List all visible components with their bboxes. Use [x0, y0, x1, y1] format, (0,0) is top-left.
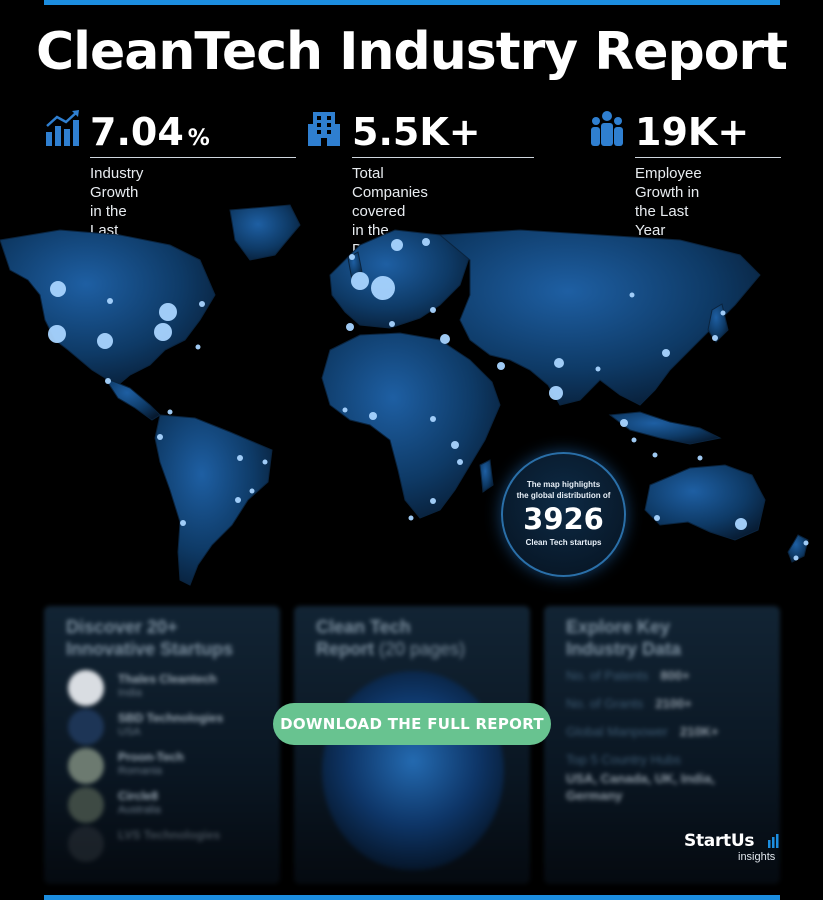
startup-dot [595, 366, 601, 372]
startup-dot [349, 254, 355, 260]
startup-dot [629, 292, 635, 298]
startup-count-badge: The map highlights the global distributi… [501, 452, 626, 577]
startup-dot [105, 378, 111, 384]
startup-dot [652, 452, 658, 458]
stat-value: 7.04% [90, 110, 210, 154]
startup-dot [803, 540, 809, 546]
card-title: Discover 20+ Innovative Startups [66, 617, 234, 659]
startup-dot [48, 325, 66, 343]
data-row: No. of Patents 800+ [566, 668, 690, 683]
startups-card: Discover 20+ Innovative Startups Thales … [44, 606, 280, 884]
startup-dot [157, 434, 163, 440]
startup-dot [422, 238, 430, 246]
growth-chart-icon [44, 110, 80, 148]
north-america [0, 229, 216, 386]
startup-dot [430, 307, 436, 313]
startup-dot [389, 321, 395, 327]
africa [321, 332, 501, 519]
startup-dot [195, 344, 201, 350]
startup-dot [235, 497, 241, 503]
startup-dot [342, 407, 348, 413]
badge-number: 3926 [523, 502, 604, 536]
divider [635, 157, 781, 158]
south-america [154, 414, 273, 586]
company-logo [68, 826, 104, 862]
company-logo [68, 709, 104, 745]
startup-dot [430, 498, 436, 504]
hubs-value: USA, Canada, UK, India, Germany [566, 771, 715, 803]
divider [352, 157, 534, 158]
data-row: No. of Grants 2100+ [566, 696, 692, 711]
startup-dot [180, 520, 186, 526]
download-report-button[interactable]: DOWNLOAD THE FULL REPORT [273, 703, 551, 745]
industry-data-card: Explore Key Industry Data No. of Patents… [544, 606, 780, 884]
stat-label: Employee Growth in the Last Year [635, 165, 702, 239]
building-icon [306, 110, 342, 148]
startup-dot [440, 334, 450, 344]
startup-dot [720, 310, 726, 316]
startup-dot [371, 276, 395, 300]
startup-dot [497, 362, 505, 370]
startup-dot [793, 555, 799, 561]
page-title: CleanTech Industry Report [36, 22, 788, 82]
company-logo [68, 670, 104, 706]
startup-dot [50, 281, 66, 297]
startup-dot [159, 303, 177, 321]
preview-cards: Discover 20+ Innovative Startups Thales … [0, 600, 823, 890]
bars-icon [768, 834, 779, 848]
company-logo [68, 748, 104, 784]
startup-dot [554, 358, 564, 368]
startup-dot [697, 455, 703, 461]
stat-value: 19K+ [635, 110, 750, 154]
bottom-accent-bar [44, 895, 780, 900]
greenland [229, 204, 301, 261]
badge-subtext: Clean Tech startups [525, 538, 602, 547]
card-title: Clean Tech Report (20 pages) [316, 617, 466, 659]
startup-dot [97, 333, 113, 349]
startup-dot [662, 349, 670, 357]
startup-dot [620, 419, 628, 427]
startup-dot [457, 459, 463, 465]
hubs-label: Top 5 Country Hubs [566, 752, 681, 767]
world-map [0, 200, 823, 600]
badge-text: The map highlights the global distributi… [516, 480, 611, 500]
company-logo [68, 787, 104, 823]
central-america [103, 376, 161, 421]
startup-dot [391, 239, 403, 251]
indonesia [608, 411, 722, 445]
startup-dot [154, 323, 172, 341]
globe-image [322, 671, 504, 871]
startup-dot [408, 515, 414, 521]
startup-dot [351, 272, 369, 290]
europe [329, 229, 471, 329]
startup-dot [346, 323, 354, 331]
card-title: Explore Key Industry Data [566, 617, 682, 659]
startup-dot [167, 409, 173, 415]
startup-dot [369, 412, 377, 420]
startup-dot [262, 459, 268, 465]
startup-dot [451, 441, 459, 449]
startup-dot [249, 488, 255, 494]
startup-dot [631, 437, 637, 443]
people-icon [589, 110, 625, 148]
stat-value: 5.5K+ [352, 110, 481, 154]
startup-dot [735, 518, 747, 530]
madagascar [479, 459, 494, 493]
australia [644, 464, 766, 541]
asia [438, 229, 761, 406]
startup-dot [654, 515, 660, 521]
brand-logo[interactable]: StartUs insights [684, 831, 779, 863]
startup-dot [430, 416, 436, 422]
report-card: Clean Tech Report (20 pages) [294, 606, 530, 884]
startup-dot [237, 455, 243, 461]
top-accent-bar [44, 0, 780, 5]
startup-dot [107, 298, 113, 304]
startup-dot [549, 386, 563, 400]
data-row: Global Manpower 210K+ [566, 724, 719, 739]
startup-dot [712, 335, 718, 341]
divider [90, 157, 296, 158]
startup-dot [199, 301, 205, 307]
